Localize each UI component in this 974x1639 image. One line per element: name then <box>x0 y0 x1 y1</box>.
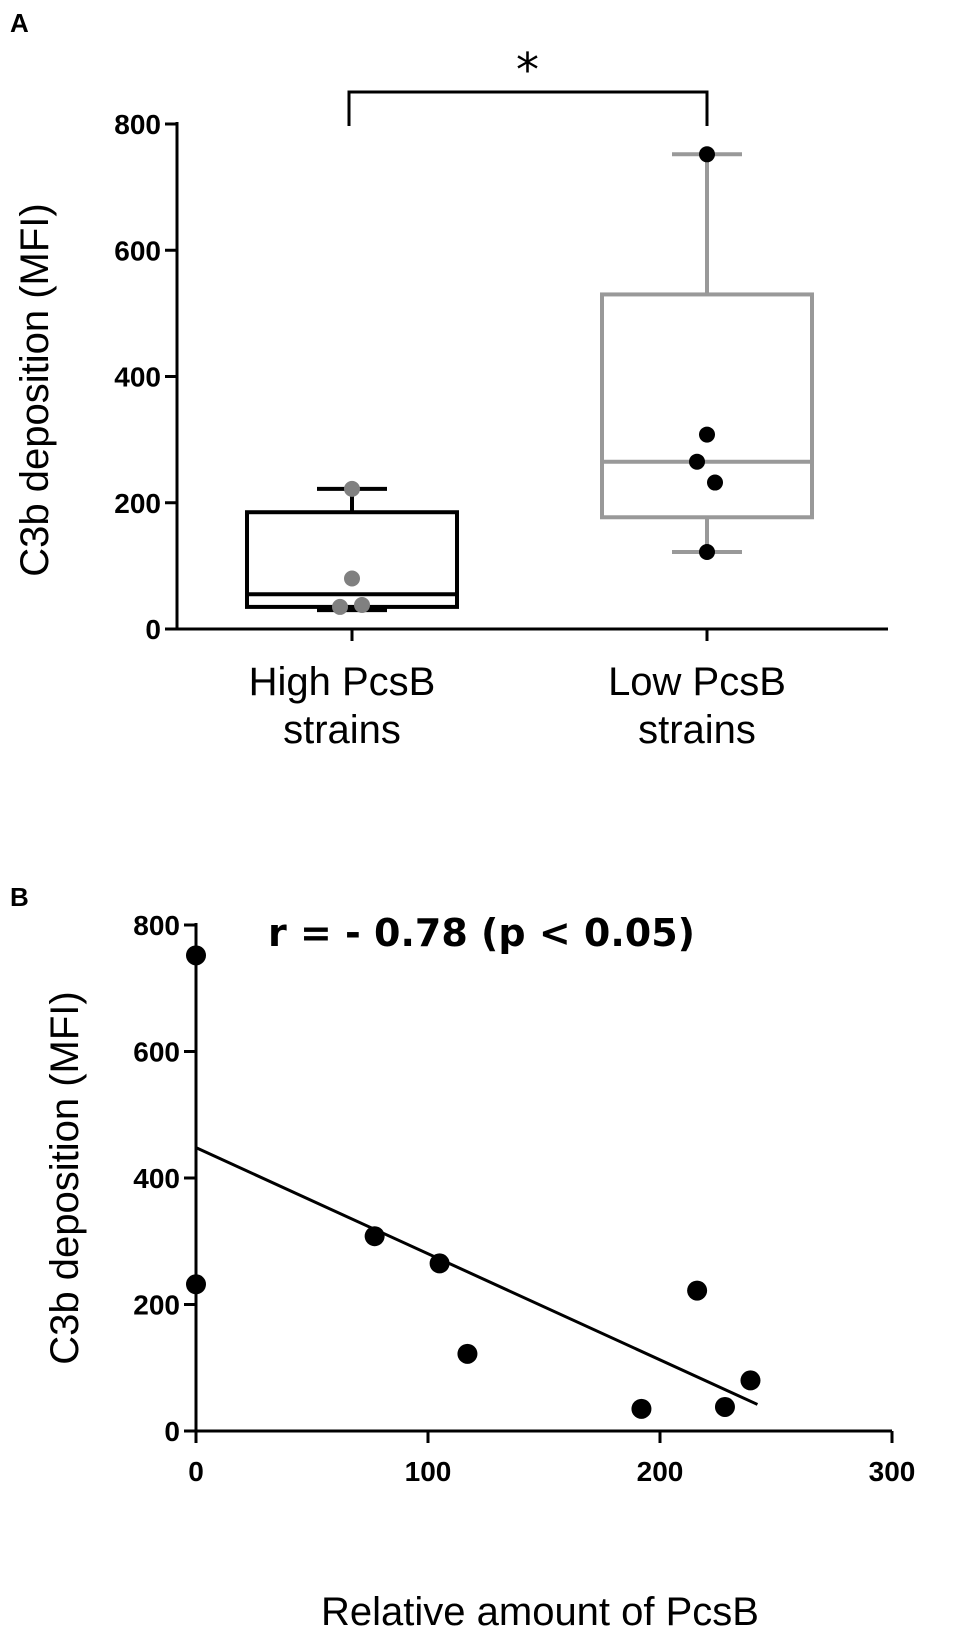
panel-a-y-tick-label: 0 <box>145 614 161 645</box>
significance-star: * <box>516 43 539 97</box>
data-point <box>699 426 715 443</box>
bracket-line <box>347 90 709 126</box>
panel-b-x-axis-title: Relative amount of PcsB <box>321 1590 759 1634</box>
panel-b-y-tick-label: 800 <box>133 910 180 941</box>
scatter-point <box>457 1343 478 1364</box>
panel-b-y-tick-label: 0 <box>164 1416 180 1447</box>
category-label-line: strains <box>638 708 756 752</box>
panel-b-points <box>186 945 761 1419</box>
data-point <box>699 543 715 560</box>
panel-b-letter: B <box>10 882 29 912</box>
panel-b-y-tick-label: 200 <box>133 1290 180 1321</box>
panel-a-letter: A <box>10 8 29 38</box>
data-point <box>707 474 723 491</box>
panel-a-category-label: High PcsB strains <box>249 660 436 752</box>
significance-bracket: * <box>347 43 709 126</box>
regression-line <box>195 1146 759 1406</box>
panel-b-x-tick-label: 0 <box>188 1456 204 1487</box>
panel-a-category-label: Low PcsB strains <box>608 660 786 752</box>
panel-b-x-tick-label: 100 <box>405 1456 452 1487</box>
panel-b-x-tick-label: 300 <box>869 1456 916 1487</box>
data-point <box>699 146 715 163</box>
data-point <box>344 480 360 497</box>
panel-a-y-axis-title: C3b deposition (MFI) <box>13 203 57 576</box>
panel-a-y-tick-label: 600 <box>114 235 161 266</box>
scatter-point <box>740 1370 761 1391</box>
panel-b-x-tick-label: 200 <box>637 1456 684 1487</box>
data-point <box>354 597 370 614</box>
correlation-annotation: r = - 0.78 (p < 0.05) <box>268 911 695 955</box>
category-label-line: High PcsB <box>249 660 436 704</box>
scatter-point <box>364 1226 385 1247</box>
panel-a-boxplot: C3b deposition (MFI) 0 200 400 600 800 High P… <box>13 43 888 752</box>
scatter-point <box>186 945 206 966</box>
panel-b-y-axis-title: C3b deposition (MFI) <box>43 991 87 1364</box>
scatter-point <box>687 1280 708 1301</box>
panel-b-y-tick-label: 400 <box>133 1163 180 1194</box>
box-iqr <box>600 292 814 520</box>
panel-b-axes: 0 200 400 600 800 0 100 200 300 <box>133 910 915 1487</box>
panel-b-fit-line <box>195 1146 759 1406</box>
data-point <box>689 453 705 470</box>
data-point <box>332 598 348 615</box>
panel-b-y-tick-label: 600 <box>133 1037 180 1068</box>
scatter-point <box>714 1396 735 1417</box>
category-label-line: Low PcsB <box>608 660 786 704</box>
scatter-point <box>186 1274 206 1295</box>
scatter-point <box>429 1253 450 1274</box>
panel-b-scatter: C3b deposition (MFI) Relative amount of … <box>43 910 915 1634</box>
category-label-line: strains <box>283 708 401 752</box>
panel-a-boxes <box>245 152 814 613</box>
panel-a-points <box>332 146 723 615</box>
scatter-point <box>631 1398 652 1419</box>
panel-a-y-tick-label: 200 <box>114 488 161 519</box>
panel-a-y-tick-label: 400 <box>114 362 161 393</box>
data-point <box>344 570 360 587</box>
box-iqr <box>245 510 459 609</box>
panel-a-y-tick-label: 800 <box>114 109 161 140</box>
